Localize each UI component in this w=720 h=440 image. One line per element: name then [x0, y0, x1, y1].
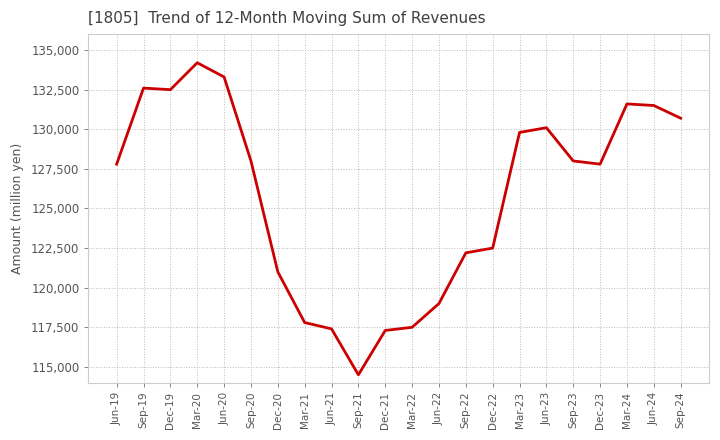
Y-axis label: Amount (million yen): Amount (million yen) — [11, 143, 24, 274]
Text: [1805]  Trend of 12-Month Moving Sum of Revenues: [1805] Trend of 12-Month Moving Sum of R… — [89, 11, 486, 26]
